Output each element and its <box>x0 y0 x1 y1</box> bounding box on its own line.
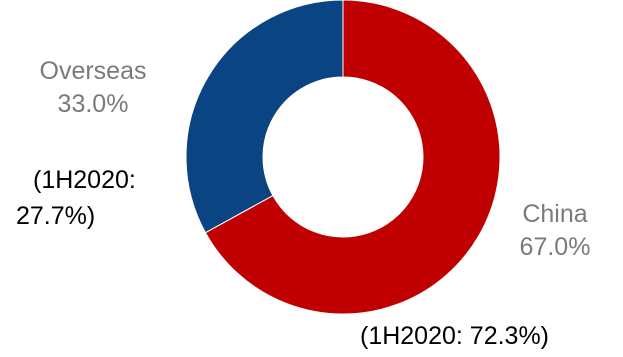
slice-overseas <box>185 0 344 234</box>
comparison-note-china: (1H2020: 72.3%) <box>360 322 550 350</box>
comparison-note-overseas-line1: (1H2020: <box>33 166 136 194</box>
slice-value-overseas: 33.0% <box>57 90 129 118</box>
comparison-note-overseas-line2: 27.7%) <box>16 202 96 230</box>
slice-label-china: China <box>522 200 588 228</box>
slice-china <box>204 0 501 315</box>
slice-label-overseas: Overseas <box>39 57 147 85</box>
slice-value-china: 67.0% <box>519 233 591 261</box>
